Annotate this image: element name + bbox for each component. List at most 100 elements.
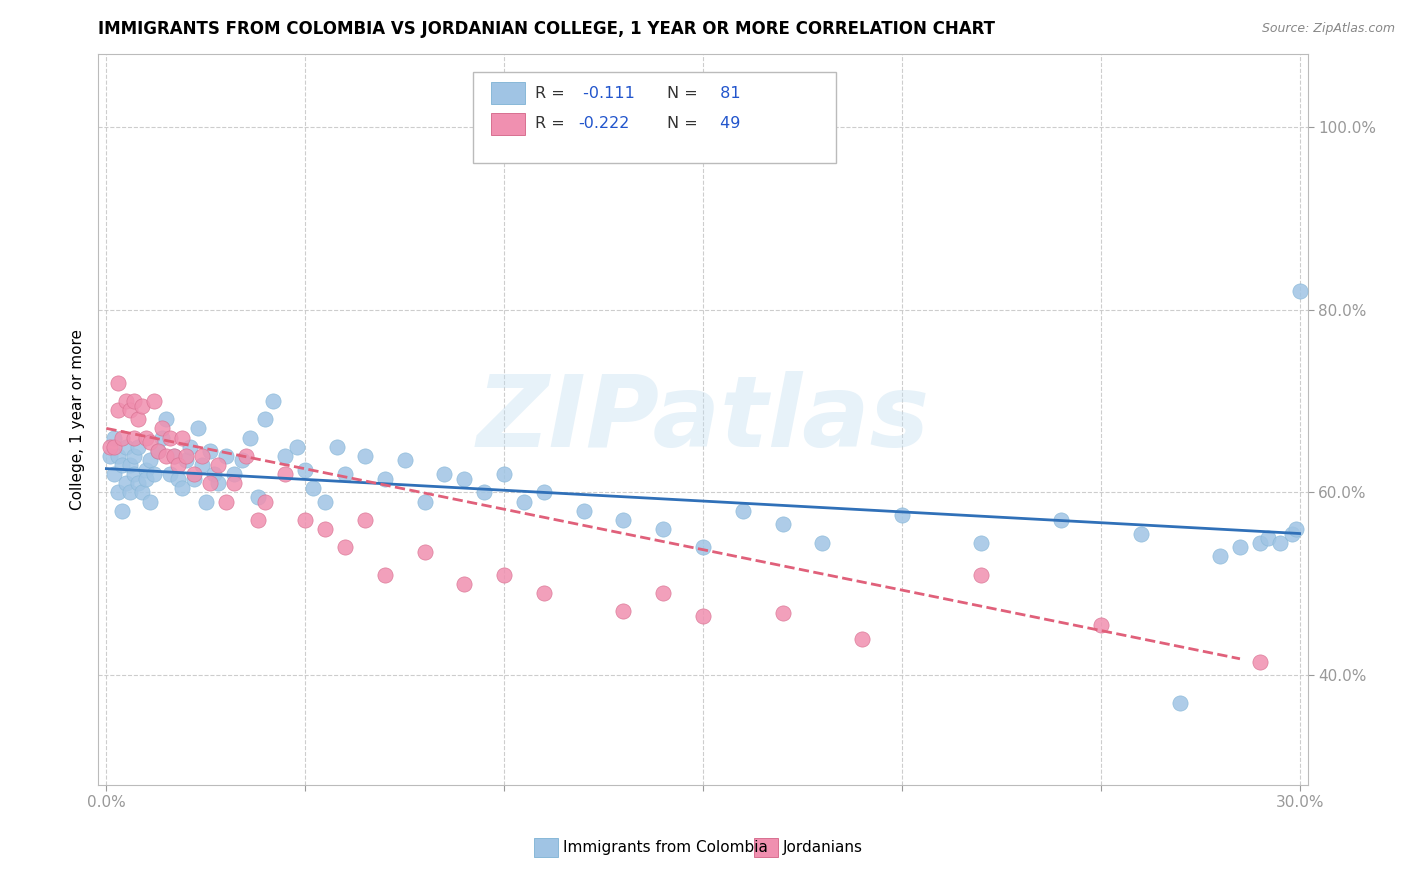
Point (159, 467, 181, 482)
Point (198, 476, 221, 491)
Point (274, 467, 297, 482)
Point (187, 421, 209, 435)
Point (127, 412, 149, 426)
Point (254, 494, 277, 508)
Point (122, 449, 145, 463)
Point (533, 586, 555, 600)
Point (174, 449, 197, 463)
Point (163, 449, 186, 463)
Point (374, 472, 396, 486)
Point (198, 444, 221, 458)
Y-axis label: College, 1 year or more: College, 1 year or more (69, 329, 84, 509)
Point (150, 421, 173, 435)
Point (159, 431, 181, 445)
Point (314, 494, 336, 508)
Point (354, 449, 377, 463)
Point (120, 485, 142, 500)
Point (970, 567, 993, 582)
Point (127, 440, 149, 454)
Point (170, 431, 193, 445)
Text: -0.111: -0.111 (578, 86, 636, 101)
Point (139, 453, 162, 467)
Point (246, 513, 269, 527)
Point (122, 394, 145, 409)
Point (1229, 541, 1251, 555)
Point (1050, 513, 1073, 527)
Point (970, 535, 993, 549)
Point (294, 513, 316, 527)
Point (1249, 655, 1271, 669)
Point (453, 472, 475, 486)
Point (235, 449, 257, 463)
Point (294, 462, 316, 476)
Point (202, 467, 225, 482)
Point (139, 494, 162, 508)
Point (135, 431, 157, 445)
Point (413, 545, 436, 559)
Point (1288, 285, 1310, 299)
Point (174, 453, 197, 467)
Point (513, 494, 536, 508)
Point (103, 431, 125, 445)
Point (652, 586, 675, 600)
Point (167, 458, 190, 472)
Point (374, 567, 396, 582)
Point (170, 481, 193, 495)
Point (612, 513, 634, 527)
Point (167, 472, 190, 486)
Point (1168, 696, 1191, 710)
Point (215, 449, 238, 463)
Point (1209, 549, 1232, 564)
Point (111, 458, 134, 472)
Point (851, 632, 873, 646)
Point (122, 431, 145, 445)
Point (135, 472, 157, 486)
Point (120, 403, 142, 417)
Point (98, 449, 121, 463)
Point (692, 541, 714, 555)
Point (215, 494, 238, 508)
Point (111, 503, 134, 517)
Point (231, 453, 253, 467)
Point (107, 403, 129, 417)
FancyBboxPatch shape (474, 72, 837, 163)
Point (207, 458, 229, 472)
Point (103, 440, 125, 454)
Point (494, 467, 516, 482)
Point (131, 485, 153, 500)
Point (472, 485, 495, 500)
Point (1090, 618, 1112, 632)
Point (533, 485, 555, 500)
Point (731, 503, 754, 517)
Point (354, 513, 377, 527)
Point (135, 462, 157, 476)
Point (254, 412, 277, 426)
Point (143, 394, 166, 409)
Point (194, 494, 217, 508)
Text: ZIPatlas: ZIPatlas (477, 371, 929, 467)
Point (314, 522, 336, 536)
Point (122, 467, 145, 482)
Point (262, 394, 284, 409)
Point (1268, 535, 1291, 549)
Point (453, 577, 475, 591)
Bar (492, 112, 526, 135)
Bar (754, 838, 778, 856)
Point (572, 503, 595, 517)
Point (163, 449, 186, 463)
Point (326, 440, 349, 454)
Point (115, 440, 138, 454)
Point (413, 494, 436, 508)
Point (692, 608, 714, 623)
Text: 49: 49 (716, 116, 741, 131)
Point (179, 440, 201, 454)
Point (1281, 526, 1303, 541)
Point (1285, 522, 1308, 536)
Text: Source: ZipAtlas.com: Source: ZipAtlas.com (1261, 22, 1395, 36)
Point (103, 467, 125, 482)
Bar (534, 838, 558, 856)
Point (107, 376, 129, 390)
Text: R =: R = (534, 116, 569, 131)
Point (302, 481, 325, 495)
Point (222, 467, 245, 482)
